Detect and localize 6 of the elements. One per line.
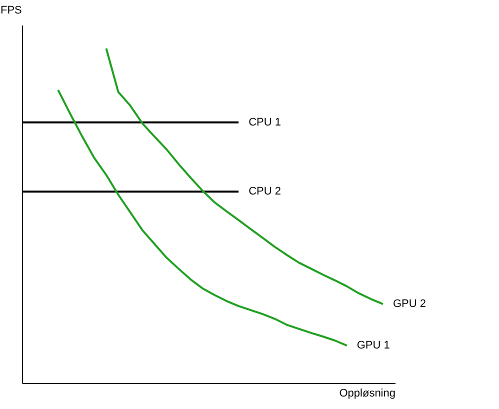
series-label: GPU 2 [392, 298, 426, 310]
series-label: CPU 2 [248, 186, 281, 198]
x-axis-title: Oppløsning [339, 388, 396, 400]
series-label: CPU 1 [248, 116, 281, 128]
y-axis-title: FPS [0, 4, 22, 16]
series-label: GPU 1 [356, 340, 390, 352]
